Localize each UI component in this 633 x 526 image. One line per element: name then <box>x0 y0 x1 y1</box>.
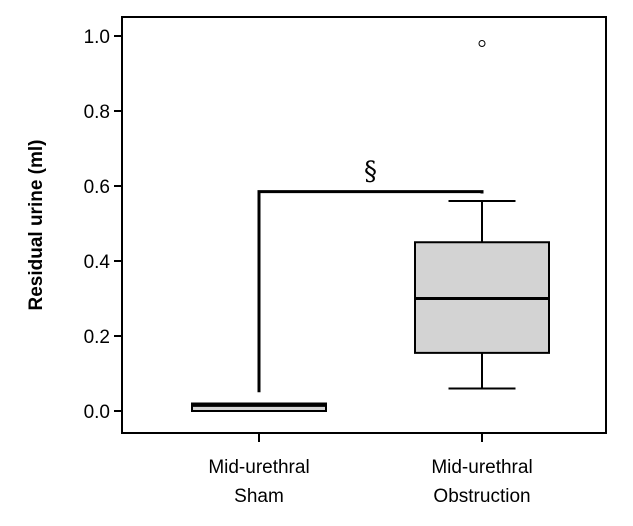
y-tick-label: 0.2 <box>84 327 110 348</box>
x-category-label: Mid-urethral <box>431 457 532 478</box>
box-group <box>191 402 327 412</box>
significance-bracket <box>257 190 484 393</box>
box-group <box>414 40 550 390</box>
outlier-point <box>478 40 486 47</box>
y-tick-label: 0.6 <box>84 177 110 198</box>
x-axis: Mid-urethral Sham Mid-urethral Obstruction <box>208 433 533 507</box>
x-category-label: Sham <box>234 486 284 507</box>
box-marks <box>191 40 550 412</box>
y-axis-title: Residual urine (ml) <box>26 139 47 310</box>
significance-symbol: § <box>364 157 377 187</box>
box-iqr <box>191 402 327 412</box>
significance-annotation: § <box>257 157 484 393</box>
x-category-label: Mid-urethral <box>208 457 309 478</box>
y-tick-label: 1.0 <box>84 27 110 48</box>
plot-frame <box>121 16 607 434</box>
y-tick-label: 0.0 <box>84 402 110 423</box>
y-axis: 0.0 0.2 0.4 0.6 0.8 1.0 <box>84 27 122 423</box>
y-tick-label: 0.8 <box>84 102 110 123</box>
y-tick-label: 0.4 <box>84 252 111 273</box>
x-category-label: Obstruction <box>433 486 530 507</box>
